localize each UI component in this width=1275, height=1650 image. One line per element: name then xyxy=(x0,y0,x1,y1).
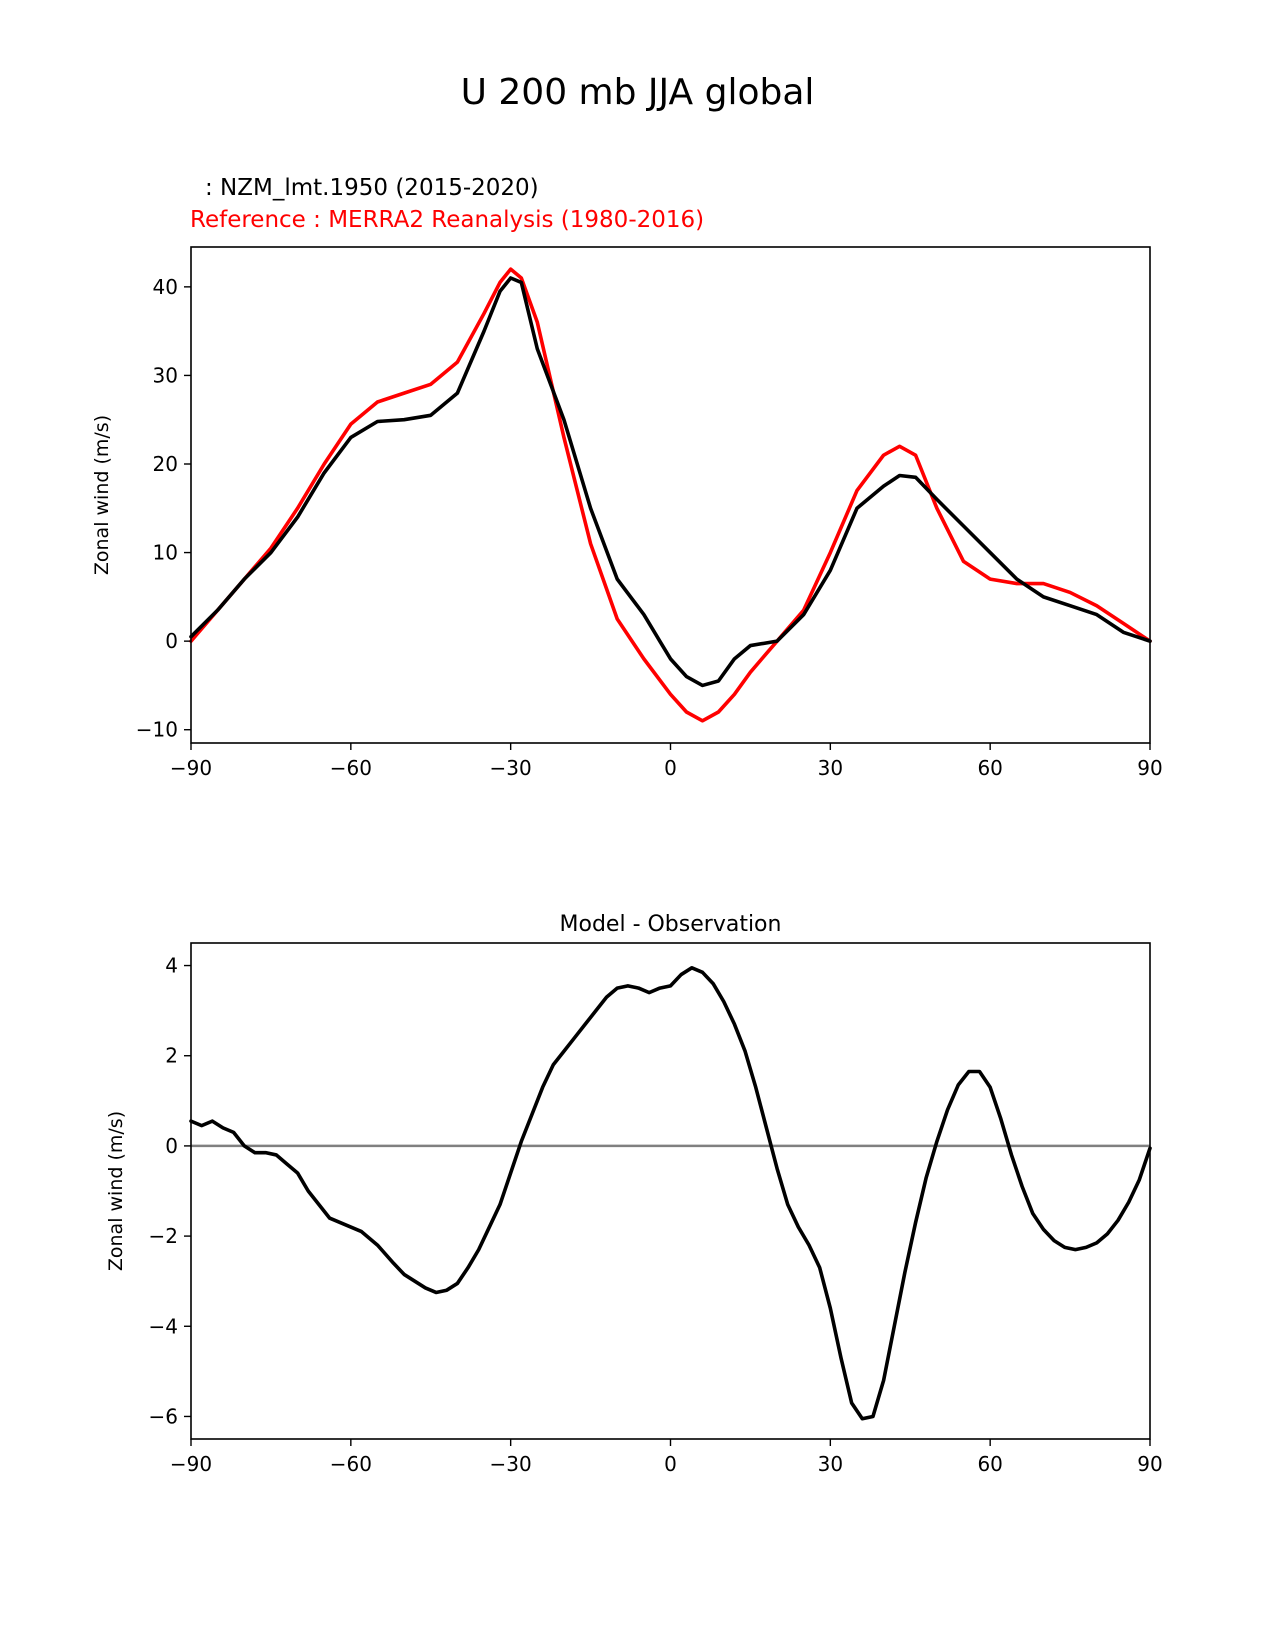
top-axes-frame xyxy=(190,246,1151,744)
top-series-line-0 xyxy=(189,267,1152,723)
top-ytick-label: −10 xyxy=(136,718,178,742)
top-ytick-label: 10 xyxy=(153,541,178,565)
bottom-ytick-label: −2 xyxy=(149,1224,178,1248)
bottom-ytick-label: 2 xyxy=(165,1044,178,1068)
bottom-xtick-label: 0 xyxy=(664,1452,677,1476)
bottom-ytick-label: 0 xyxy=(165,1134,178,1158)
bottom-ytick-label: −6 xyxy=(149,1404,178,1428)
bottom-ytick-label: 4 xyxy=(165,954,178,978)
reference-label: Reference : MERRA2 Reanalysis (1980-2016… xyxy=(190,207,705,233)
top-xtick-label: 60 xyxy=(977,756,1002,780)
bottom-ytick-label: −4 xyxy=(149,1314,178,1338)
bottom-xtick-label: −30 xyxy=(490,1452,532,1476)
bottom-xtick-label: −60 xyxy=(330,1452,372,1476)
top-axes: −90 −60 −30 0 30 60 90 −10 0 10 20 30 40 Zonal wind (… xyxy=(91,246,1163,780)
bottom-ylabel: Zonal wind (m/s) xyxy=(105,1111,127,1271)
bottom-xtick-label: 30 xyxy=(818,1452,843,1476)
top-ytick-label: 20 xyxy=(153,452,178,476)
bottom-xtick-label: −90 xyxy=(170,1452,212,1476)
test-case-label: : NZM_lmt.1950 (2015-2020) xyxy=(205,175,539,201)
bottom-xtick-label: 60 xyxy=(977,1452,1002,1476)
top-ytick-label: 30 xyxy=(153,363,178,387)
bottom-series-line-0 xyxy=(189,966,1152,1421)
bottom-axes-title: Model - Observation xyxy=(560,912,782,937)
top-xtick-label: 0 xyxy=(664,756,677,780)
top-ytick-label: 0 xyxy=(165,629,178,653)
top-xtick-label: −30 xyxy=(490,756,532,780)
bottom-axes: −90 −60 −30 0 30 60 90 −6 −4 −2 0 2 4 Zonal wind (m/s… xyxy=(105,912,1163,1476)
top-series-line-1 xyxy=(189,276,1152,688)
bottom-axes-frame xyxy=(190,942,1151,1440)
top-xtick-label: 90 xyxy=(1137,756,1162,780)
figure-title: U 200 mb JJA global xyxy=(460,72,815,113)
top-ylabel: Zonal wind (m/s) xyxy=(91,415,113,575)
top-xtick-label: 30 xyxy=(818,756,843,780)
bottom-xtick-label: 90 xyxy=(1137,1452,1162,1476)
top-xtick-label: −90 xyxy=(170,756,212,780)
top-ytick-label: 40 xyxy=(153,275,178,299)
top-xtick-label: −60 xyxy=(330,756,372,780)
